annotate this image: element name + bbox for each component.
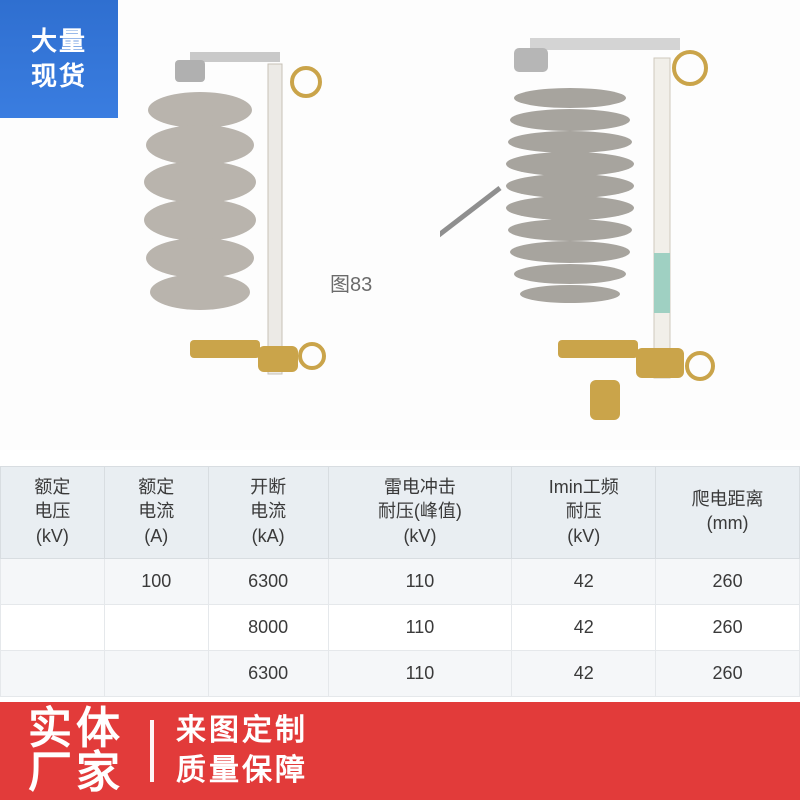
page-root: 图83 (0, 0, 800, 800)
col-creepage: 爬电距离 (mm) (656, 467, 800, 559)
col-rated-current: 额定 电流 (A) (104, 467, 208, 559)
col-rated-voltage: 额定 电压 (kV) (1, 467, 105, 559)
banner-divider (150, 720, 154, 782)
spec-table: 额定 电压 (kV) 额定 电流 (A) 开断 电流 (kA) (0, 466, 800, 697)
spec-header-row: 额定 电压 (kV) 额定 电流 (A) 开断 电流 (kA) (1, 467, 800, 559)
badge-stock: 大量 现货 (0, 0, 118, 118)
table-row: 8000 110 42 260 (1, 604, 800, 650)
bottom-banner: 实体 厂家 来图定制 质量保障 (0, 702, 800, 800)
table-row: 6300 110 42 260 (1, 650, 800, 696)
badge-stock-line1: 大量 (31, 24, 87, 59)
banner-left-line1: 实体 (28, 707, 124, 751)
banner-right: 来图定制 质量保障 (176, 711, 308, 792)
banner-left-line2: 厂家 (28, 751, 124, 795)
col-breaking-current: 开断 电流 (kA) (208, 467, 328, 559)
banner-left: 实体 厂家 (0, 707, 124, 795)
product-left-illustration (80, 40, 360, 430)
spec-tbody: 100 6300 110 42 260 8000 110 42 260 (1, 558, 800, 696)
product-right-illustration (440, 28, 740, 438)
col-power-freq: Imin工频 耐压 (kV) (512, 467, 656, 559)
product-left-caption: 图83 (330, 268, 372, 297)
spec-table-wrap: 额定 电压 (kV) 额定 电流 (A) 开断 电流 (kA) (0, 466, 800, 697)
table-row: 100 6300 110 42 260 (1, 558, 800, 604)
banner-right-line2: 质量保障 (176, 751, 308, 792)
banner-right-line1: 来图定制 (176, 711, 308, 752)
col-lightning-impulse: 雷电冲击 耐压(峰值) (kV) (328, 467, 512, 559)
product-image-area: 图83 (0, 0, 800, 450)
badge-stock-line2: 现货 (31, 59, 87, 94)
